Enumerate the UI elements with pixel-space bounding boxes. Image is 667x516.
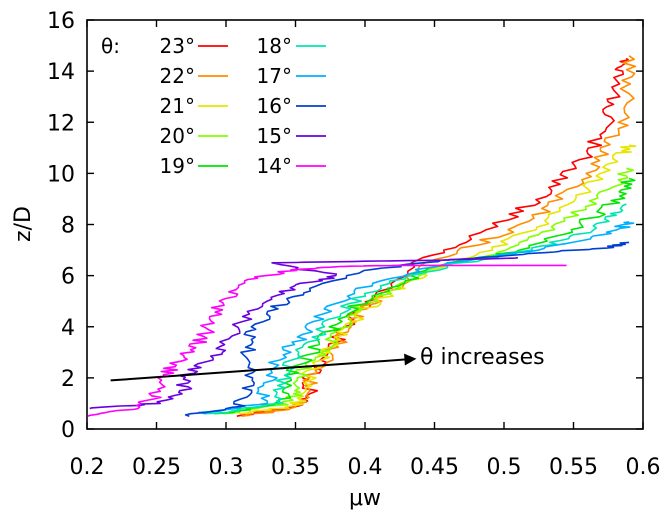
legend-label: 21° — [160, 94, 195, 118]
legend-label: 16° — [257, 94, 292, 118]
annotation: θ increases — [110, 345, 545, 382]
series-layer — [87, 55, 637, 417]
y-tick-label: 10 — [47, 162, 75, 187]
x-tick-label: 0.35 — [271, 455, 320, 480]
series-line-14deg — [87, 264, 567, 417]
y-axis: 0 2 4 6 8 10 12 14 16 — [47, 9, 643, 443]
legend: θ: 23° 22° 21° 20° 19° 18° 17° 16° 15° 14° — [101, 34, 326, 178]
series-line-18deg — [204, 203, 627, 415]
series-line-16deg — [184, 241, 630, 417]
legend-label: 22° — [160, 64, 195, 88]
legend-label: 19° — [160, 154, 195, 178]
x-tick-label: 0.3 — [209, 455, 244, 480]
y-tick-label: 12 — [47, 111, 75, 136]
x-tick-label: 0.25 — [132, 455, 181, 480]
legend-label: 17° — [257, 64, 292, 88]
series-line-21deg — [239, 144, 637, 415]
y-tick-label: 14 — [47, 60, 75, 85]
legend-label: 15° — [257, 124, 292, 148]
x-tick-label: 0.6 — [626, 455, 661, 480]
annotation-text: θ increases — [420, 345, 545, 370]
x-tick-label: 0.2 — [70, 455, 105, 480]
series-line-19deg — [213, 177, 636, 415]
y-tick-label: 16 — [47, 9, 75, 34]
series-line-17deg — [198, 221, 635, 415]
x-axis: 0.2 0.25 0.3 0.35 0.4 0.45 0.5 0.55 0.6 — [70, 20, 661, 480]
x-tick-label: 0.55 — [549, 455, 598, 480]
series-line-15deg — [89, 256, 519, 410]
x-tick-label: 0.5 — [487, 455, 522, 480]
x-tick-label: 0.4 — [348, 455, 383, 480]
y-tick-label: 6 — [61, 265, 75, 290]
series-line-20deg — [223, 167, 634, 415]
y-tick-label: 8 — [61, 214, 75, 239]
series-line-22deg — [241, 55, 637, 417]
legend-label: 23° — [160, 34, 195, 58]
y-axis-title: z/D — [11, 206, 36, 242]
legend-title: θ: — [101, 34, 120, 58]
annotation-arrow-line — [110, 358, 405, 382]
legend-label: 18° — [257, 34, 292, 58]
x-tick-label: 0.45 — [410, 455, 459, 480]
annotation-arrow-head — [404, 353, 417, 366]
y-tick-label: 2 — [61, 367, 75, 392]
y-tick-label: 4 — [61, 316, 75, 341]
legend-label: 14° — [257, 154, 292, 178]
x-axis-title: μw — [349, 486, 381, 511]
legend-label: 20° — [160, 124, 195, 148]
y-tick-label: 0 — [61, 418, 75, 443]
